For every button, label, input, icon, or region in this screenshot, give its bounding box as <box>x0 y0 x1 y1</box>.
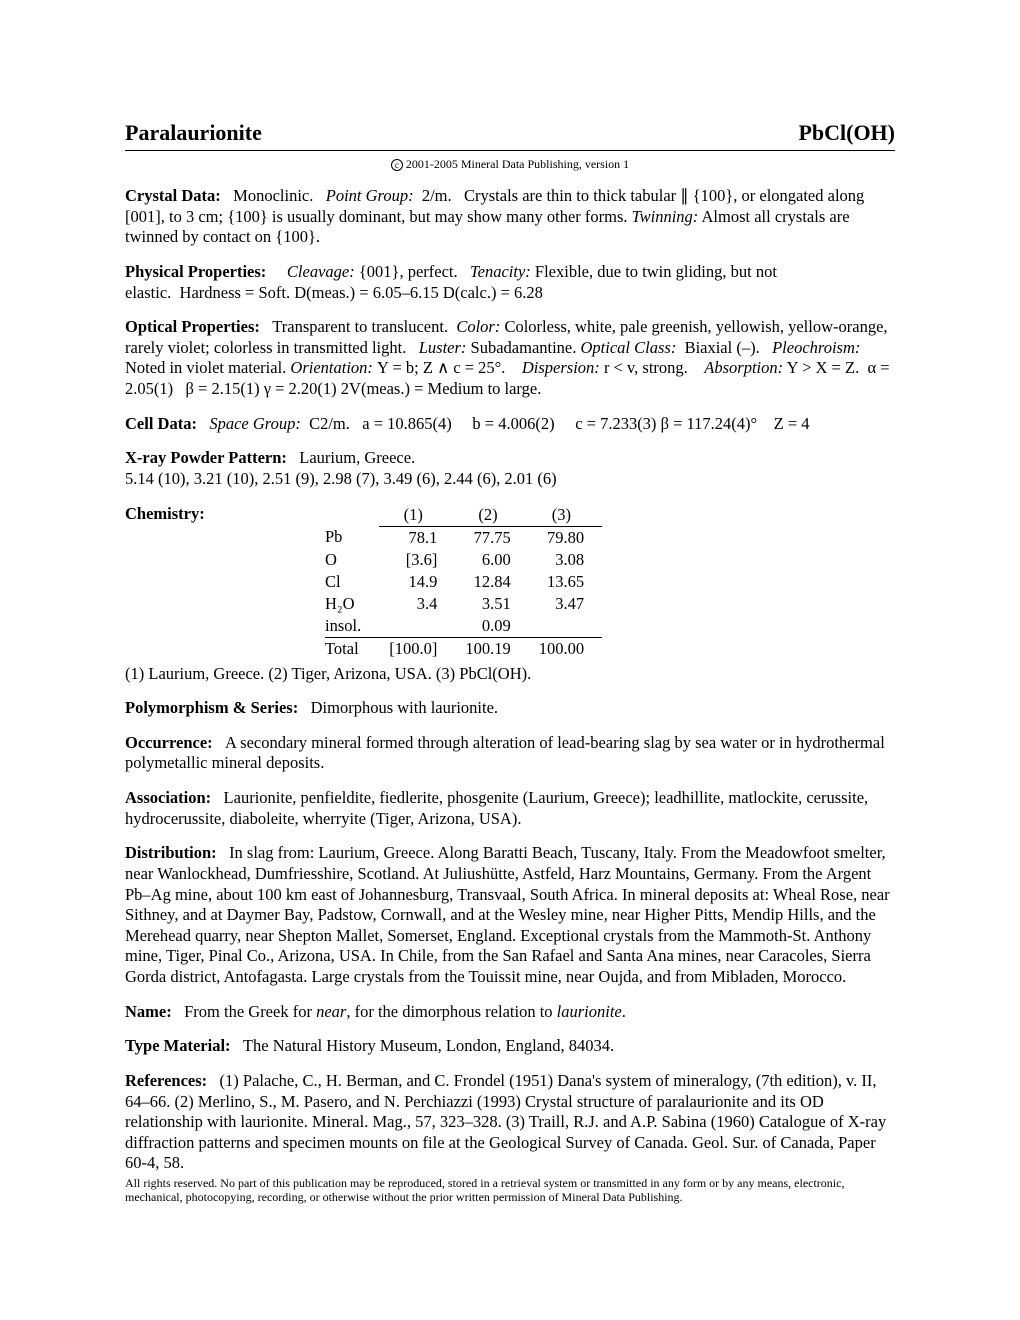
header: Paralaurionite PbCl(OH) <box>125 120 895 151</box>
z-angle: Z ∧ c = 25°. <box>423 358 506 377</box>
cell-beta: β = 117.24(4)° <box>661 414 758 433</box>
beta: β = 2.15(1) <box>186 379 260 398</box>
table-row: Cl14.912.8413.65 <box>325 571 602 593</box>
physical-label: Physical Properties: <box>125 262 266 281</box>
distribution-text: In slag from: Laurium, Greece. Along Bar… <box>125 843 890 986</box>
luster-text: Subadamantine. <box>471 338 577 357</box>
table-row: insol.0.09 <box>325 615 602 638</box>
color-label: Color: <box>456 317 500 336</box>
chemistry-footnote: (1) Laurium, Greece. (2) Tiger, Arizona,… <box>125 664 895 685</box>
pleochroism-text: Noted in violet material. <box>125 358 286 377</box>
cell-c: c = 7.233(3) <box>575 414 656 433</box>
polymorphism: Polymorphism & Series: Dimorphous with l… <box>125 698 895 719</box>
point-group: 2/m. <box>422 186 452 205</box>
type-material-text: The Natural History Museum, London, Engl… <box>243 1036 614 1055</box>
references: References: (1) Palache, C., H. Berman, … <box>125 1071 895 1174</box>
gamma: γ = 2.20(1) 2V(meas.) = Medium to large. <box>264 379 542 398</box>
chemistry-table: (1) (2) (3) Pb78.177.7579.80 O[3.6]6.003… <box>325 504 602 660</box>
references-text: (1) Palache, C., H. Berman, and C. Frond… <box>125 1071 886 1173</box>
type-material: Type Material: The Natural History Museu… <box>125 1036 895 1057</box>
table-header-row: (1) (2) (3) <box>325 504 602 527</box>
luster-label: Luster: <box>419 338 467 357</box>
name-prefix: From the Greek for <box>184 1002 316 1021</box>
crystal-data: Crystal Data: Monoclinic. Point Group: 2… <box>125 186 895 248</box>
tenacity-label: Tenacity: <box>470 262 531 281</box>
distribution: Distribution: In slag from: Laurium, Gre… <box>125 843 895 987</box>
crystal-system: Monoclinic. <box>233 186 313 205</box>
polymorphism-label: Polymorphism & Series: <box>125 698 298 717</box>
col-2: (2) <box>455 504 528 527</box>
orientation-label: Orientation: <box>290 358 373 377</box>
chemistry-label: Chemistry: <box>125 504 205 524</box>
optical-class-label: Optical Class: <box>581 338 677 357</box>
cleavage-label: Cleavage: <box>287 262 355 281</box>
footer-copyright: All rights reserved. No part of this pub… <box>125 1176 895 1205</box>
dispersion-label: Dispersion: <box>522 358 600 377</box>
transparency: Transparent to translucent. <box>272 317 448 336</box>
occurrence: Occurrence: A secondary mineral formed t… <box>125 733 895 774</box>
xray-locality: Laurium, Greece. <box>299 448 415 467</box>
optical-properties: Optical Properties: Transparent to trans… <box>125 317 895 400</box>
dispersion-text: r < v, strong. <box>604 358 688 377</box>
table-row: Pb78.177.7579.80 <box>325 526 602 549</box>
table-row: O[3.6]6.003.08 <box>325 549 602 571</box>
cell-data: Cell Data: Space Group: C2/m. a = 10.865… <box>125 414 895 435</box>
xray-pattern: X-ray Powder Pattern: Laurium, Greece. 5… <box>125 448 895 489</box>
copyright-line: c 2001-2005 Mineral Data Publishing, ver… <box>125 157 895 172</box>
copyright-icon: c <box>391 159 403 171</box>
absorption-label: Absorption: <box>704 358 783 377</box>
chemistry-section: Chemistry: (1) (2) (3) Pb78.177.7579.80 … <box>125 504 895 685</box>
pleochroism-label: Pleochroism: <box>772 338 860 357</box>
distribution-label: Distribution: <box>125 843 217 862</box>
col-1: (1) <box>379 504 455 527</box>
xray-pattern-text: 5.14 (10), 3.21 (10), 2.51 (9), 2.98 (7)… <box>125 469 557 488</box>
association: Association: Laurionite, penfieldite, fi… <box>125 788 895 829</box>
copyright-text: 2001-2005 Mineral Data Publishing, versi… <box>406 157 629 171</box>
mineral-name: Paralaurionite <box>125 120 262 146</box>
type-material-label: Type Material: <box>125 1036 231 1055</box>
crystal-data-label: Crystal Data: <box>125 186 221 205</box>
col-3: (3) <box>529 504 602 527</box>
cell-b: b = 4.006(2) <box>472 414 554 433</box>
name-label: Name: <box>125 1002 172 1021</box>
table-row: H₂O3.43.513.47 <box>325 593 602 615</box>
optical-label: Optical Properties: <box>125 317 260 336</box>
name-near: near <box>316 1002 346 1021</box>
orientation-text: Y = b; <box>377 358 419 377</box>
association-label: Association: <box>125 788 211 807</box>
cleavage-text: {001}, perfect. <box>359 262 458 281</box>
optical-class: Biaxial (–). <box>685 338 760 357</box>
cell-z: Z = 4 <box>774 414 810 433</box>
physical-properties: Physical Properties: Cleavage: {001}, pe… <box>125 262 895 303</box>
name-mid: , for the dimorphous relation to <box>346 1002 556 1021</box>
name-suffix: . <box>622 1002 626 1021</box>
hardness-text: Hardness = Soft. D(meas.) = 6.05–6.15 D(… <box>180 283 543 302</box>
name-laurionite: laurionite <box>557 1002 622 1021</box>
cell-label: Cell Data: <box>125 414 197 433</box>
occurrence-label: Occurrence: <box>125 733 213 752</box>
mineral-formula: PbCl(OH) <box>798 120 895 146</box>
polymorphism-text: Dimorphous with laurionite. <box>311 698 498 717</box>
xray-label: X-ray Powder Pattern: <box>125 448 287 467</box>
space-group-label: Space Group: <box>209 414 301 433</box>
name-section: Name: From the Greek for near, for the d… <box>125 1002 895 1023</box>
absorption-text: Y > X = Z. <box>787 358 860 377</box>
occurrence-text: A secondary mineral formed through alter… <box>125 733 885 773</box>
page: Paralaurionite PbCl(OH) c 2001-2005 Mine… <box>0 0 1020 1277</box>
references-label: References: <box>125 1071 207 1090</box>
twinning-label: Twinning: <box>632 207 699 226</box>
point-group-label: Point Group: <box>326 186 414 205</box>
table-total-row: Total[100.0]100.19100.00 <box>325 637 602 660</box>
cell-a: a = 10.865(4) <box>362 414 452 433</box>
association-text: Laurionite, penfieldite, fiedlerite, pho… <box>125 788 868 828</box>
space-group: C2/m. <box>309 414 350 433</box>
